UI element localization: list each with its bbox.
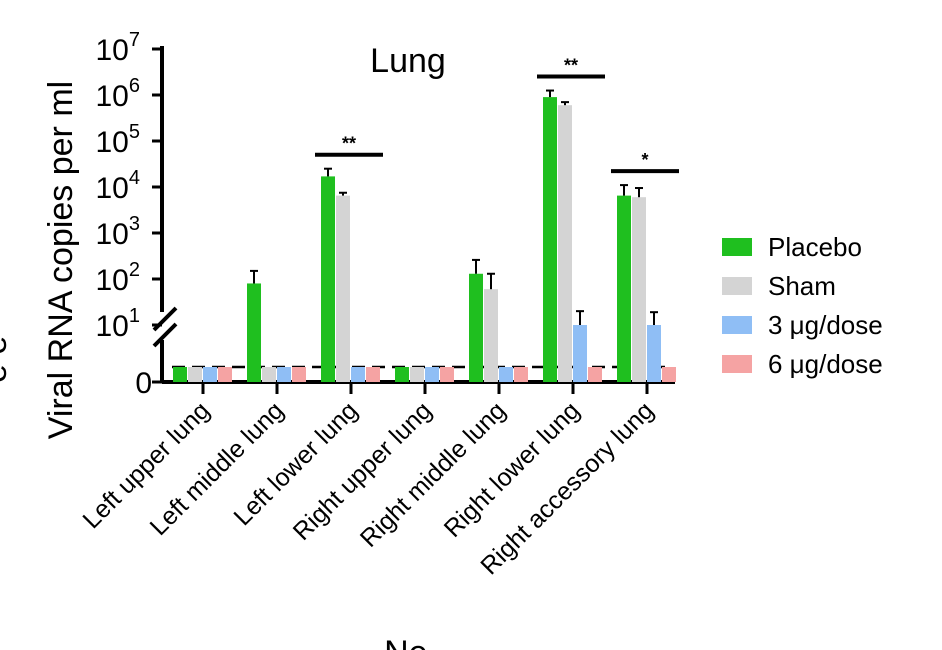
bar bbox=[410, 367, 424, 382]
y-tick-label: 101 bbox=[96, 305, 141, 343]
bar bbox=[647, 325, 661, 382]
y-tick-exponent: 5 bbox=[129, 121, 140, 143]
bar bbox=[588, 367, 602, 382]
bar bbox=[277, 367, 291, 382]
bar bbox=[617, 195, 631, 382]
legend-label: 6 μg/dose bbox=[768, 349, 883, 379]
y-tick-exponent: 4 bbox=[129, 167, 140, 189]
legend-label: Sham bbox=[768, 271, 836, 301]
y-tick-label: 104 bbox=[96, 167, 141, 205]
bar bbox=[440, 367, 454, 382]
legend-swatch bbox=[722, 238, 752, 256]
bar bbox=[351, 367, 365, 382]
bar bbox=[203, 367, 217, 382]
bar bbox=[662, 367, 676, 382]
bar bbox=[188, 367, 202, 382]
bar bbox=[514, 367, 528, 382]
legend: Placebo Sham 3 μg/dose 6 μg/dose bbox=[722, 232, 883, 379]
y-tick-exponent: 6 bbox=[129, 75, 140, 97]
bar bbox=[321, 176, 335, 382]
y-axis-label: Viral RNA copies per ml bbox=[42, 81, 80, 439]
y-tick-label: 107 bbox=[96, 29, 141, 67]
y-tick-exponent: 1 bbox=[129, 305, 140, 327]
y-tick-exponent: 7 bbox=[129, 29, 140, 51]
legend-swatch bbox=[722, 277, 752, 295]
bar bbox=[336, 195, 350, 382]
bar bbox=[262, 367, 276, 382]
category-label: Right upper lung bbox=[288, 396, 438, 546]
legend-label: Placebo bbox=[768, 232, 862, 262]
plot-area: 0 101 102 103 104 105 106 107 Left upper lungLef… bbox=[78, 29, 679, 580]
bar bbox=[247, 283, 261, 382]
category-label: Left middle lung bbox=[145, 396, 290, 541]
chart-title: Lung bbox=[370, 42, 446, 80]
y-tick-label: 103 bbox=[96, 213, 141, 251]
bar bbox=[632, 197, 646, 382]
bar bbox=[543, 97, 557, 382]
significance-label: * bbox=[641, 150, 648, 170]
bar bbox=[469, 273, 483, 382]
y-tick-label: 0 bbox=[135, 367, 152, 400]
legend-swatch bbox=[722, 355, 752, 373]
y-tick-label: 105 bbox=[96, 121, 141, 159]
y-tick-exponent: 3 bbox=[129, 213, 140, 235]
bar bbox=[558, 105, 572, 382]
legend-swatch bbox=[722, 316, 752, 334]
bar bbox=[425, 367, 439, 382]
bar bbox=[573, 325, 587, 382]
bar bbox=[484, 289, 498, 382]
category-label: Left upper lung bbox=[78, 396, 216, 534]
x-axis-label: Ne... bbox=[384, 634, 456, 650]
bar bbox=[173, 367, 187, 382]
significance-label: ** bbox=[564, 56, 578, 76]
y-tick-label: 106 bbox=[96, 75, 141, 113]
legend-label: 3 μg/dose bbox=[768, 310, 883, 340]
category-label: Right lower lung bbox=[439, 396, 586, 543]
bar bbox=[499, 367, 513, 382]
bar bbox=[366, 367, 380, 382]
bar bbox=[218, 367, 232, 382]
y-tick-label: 102 bbox=[96, 259, 141, 297]
left-cut-text: e e bbox=[0, 336, 14, 383]
y-tick-exponent: 2 bbox=[129, 259, 140, 281]
significance-label: ** bbox=[342, 134, 356, 154]
bar bbox=[395, 367, 409, 382]
bar bbox=[292, 367, 306, 382]
axis-break-lower bbox=[152, 322, 178, 348]
